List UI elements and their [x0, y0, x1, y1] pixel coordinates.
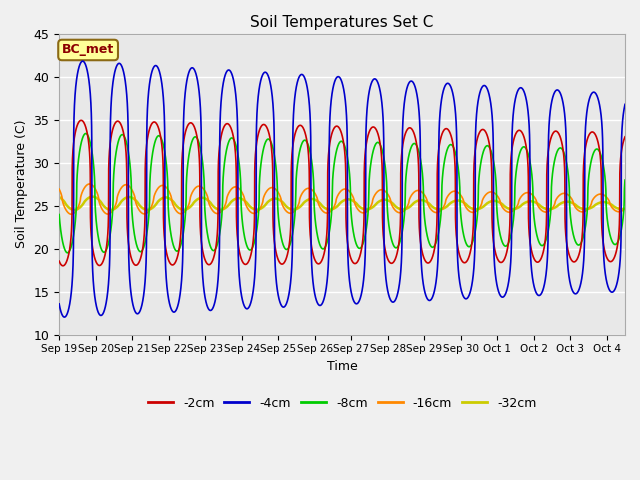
Legend: -2cm, -4cm, -8cm, -16cm, -32cm: -2cm, -4cm, -8cm, -16cm, -32cm: [143, 392, 541, 415]
Title: Soil Temperatures Set C: Soil Temperatures Set C: [250, 15, 434, 30]
Text: BC_met: BC_met: [62, 44, 114, 57]
X-axis label: Time: Time: [326, 360, 358, 373]
Y-axis label: Soil Temperature (C): Soil Temperature (C): [15, 120, 28, 249]
